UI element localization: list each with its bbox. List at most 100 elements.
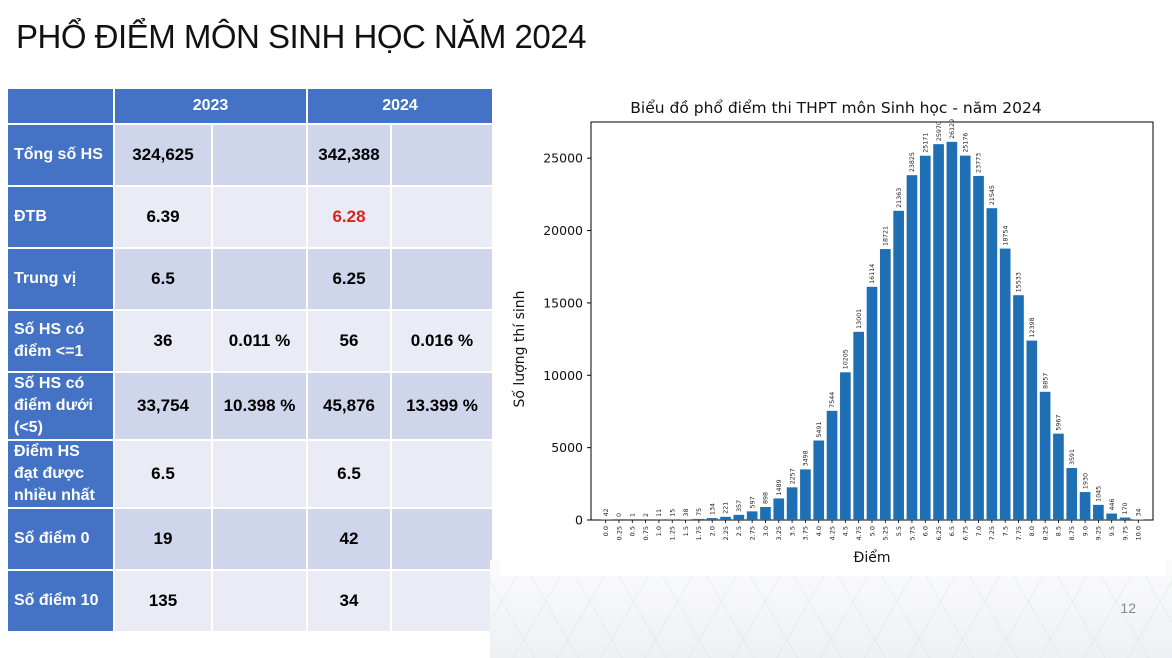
chart-svg: Biểu đồ phổ điểm thi THPT môn Sinh học -…	[511, 99, 1154, 566]
x-tick-label: 8.25	[1041, 526, 1049, 540]
x-tick-label: 3.5	[788, 526, 796, 536]
histogram-bar	[1066, 468, 1078, 520]
percent-2024	[390, 247, 494, 311]
bar-value-label: 15	[669, 509, 676, 517]
row-label: Số HS có điểm dưới (<5)	[6, 371, 115, 441]
x-tick-label: 3.0	[762, 526, 770, 536]
x-tick-label: 5.5	[895, 526, 903, 536]
bar-value-label: 3498	[803, 450, 810, 466]
value-2023: 135	[113, 569, 213, 633]
histogram-bar	[760, 507, 771, 520]
value-2023: 36	[113, 309, 213, 373]
histogram-bar	[906, 175, 918, 521]
table-header-2023: 2023	[113, 87, 308, 125]
x-tick-label: 2.0	[708, 526, 716, 536]
table-row: Trung vị 6.5 6.25	[6, 247, 494, 311]
x-tick-label: 6.75	[962, 526, 970, 540]
percent-2024: 13.399 %	[390, 371, 494, 441]
table-row: ĐTB 6.39 6.28	[6, 185, 494, 249]
percent-2023: 10.398 %	[211, 371, 308, 441]
bar-value-label: 13001	[856, 309, 863, 329]
x-tick-label: 3.75	[802, 526, 810, 540]
bar-value-label: 1045	[1096, 486, 1103, 502]
row-label: Điểm HS đạt được nhiều nhất	[6, 439, 115, 509]
bar-value-label: 5967	[1056, 415, 1063, 431]
histogram-bar	[1039, 391, 1051, 520]
bar-value-label: 38	[683, 508, 690, 516]
y-tick-label: 15000	[543, 295, 583, 310]
bar-value-label: 25171	[922, 133, 929, 153]
page-number: 12	[1120, 600, 1136, 616]
y-axis-label: Số lượng thí sinh	[511, 290, 528, 407]
x-axis-label: Điểm	[854, 549, 891, 566]
row-label: ĐTB	[6, 185, 115, 249]
histogram-bar	[1106, 513, 1118, 520]
bar-value-label: 8857	[1042, 373, 1049, 389]
x-tick-label: 4.75	[855, 526, 863, 540]
histogram-bar	[746, 511, 758, 520]
x-tick-label: 4.0	[815, 526, 823, 536]
value-2023: 324,625	[113, 123, 213, 187]
bar-value-label: 15533	[1016, 272, 1023, 292]
percent-2024	[390, 123, 494, 187]
histogram-bar	[1026, 340, 1038, 520]
value-2023: 6.39	[113, 185, 213, 249]
background-pattern	[490, 560, 1172, 658]
x-tick-label: 2.75	[748, 526, 756, 540]
x-tick-label: 0.25	[615, 526, 623, 540]
histogram-bar	[733, 514, 745, 520]
x-tick-label: 7.5	[1001, 526, 1009, 536]
x-tick-label: 0.5	[629, 526, 637, 536]
histogram-bar	[893, 210, 904, 520]
value-2024: 342,388	[306, 123, 392, 187]
value-2024: 45,876	[306, 371, 392, 441]
table-row: Số HS có điểm dưới (<5) 33,754 10.398 % …	[6, 371, 494, 441]
value-2024-highlight: 6.28	[306, 185, 392, 249]
y-tick-label: 5000	[551, 440, 583, 455]
percent-2023	[211, 123, 308, 187]
x-tick-label: 6.0	[922, 526, 930, 536]
value-2024: 56	[306, 309, 392, 373]
table-row: Số điểm 0 19 42	[6, 507, 494, 571]
table-row: Số HS có điểm <=1 36 0.011 % 56 0.016 %	[6, 309, 494, 373]
value-2024: 6.5	[306, 439, 392, 509]
x-tick-label: 4.5	[842, 526, 850, 536]
bar-value-label: 10205	[843, 349, 850, 369]
x-tick-label: 9.75	[1121, 526, 1129, 540]
histogram-bar	[720, 516, 731, 520]
bar-value-label: 34	[1136, 508, 1143, 516]
histogram-bar	[693, 518, 705, 520]
histogram-bar	[600, 519, 611, 520]
bar-value-label: 3591	[1069, 449, 1076, 465]
histogram-bar	[706, 518, 718, 520]
percent-2023	[211, 507, 308, 571]
slide-title: PHỔ ĐIỂM MÔN SINH HỌC NĂM 2024	[16, 18, 586, 55]
y-tick-label: 25000	[543, 151, 583, 166]
value-2024: 42	[306, 507, 392, 571]
histogram-bar	[879, 249, 891, 520]
percent-2023	[211, 185, 308, 249]
histogram-bar	[773, 498, 785, 520]
histogram-bar	[1053, 433, 1064, 520]
bar-value-label: 7544	[829, 392, 836, 408]
value-2023: 6.5	[113, 247, 213, 311]
table-row: Số điểm 10 135 34	[6, 569, 494, 633]
bar-value-label: 23825	[909, 152, 916, 172]
x-tick-label: 5.0	[868, 526, 876, 536]
x-tick-label: 3.25	[775, 526, 783, 540]
histogram-bar	[919, 155, 931, 521]
bar-value-label: 134	[709, 503, 716, 515]
bar-value-label: 2	[643, 513, 650, 517]
bar-value-label: 170	[1122, 503, 1129, 515]
x-tick-label: 1.5	[682, 526, 690, 536]
bar-value-label: 1930	[1082, 473, 1089, 489]
percent-2024	[390, 569, 494, 633]
x-tick-label: 6.25	[935, 526, 943, 540]
bar-value-label: 0	[616, 513, 623, 517]
x-tick-label: 1.75	[695, 526, 703, 540]
x-tick-label: 6.5	[948, 526, 956, 536]
row-label: Trung vị	[6, 247, 115, 311]
y-tick-label: 0	[575, 513, 583, 528]
value-2024: 6.25	[306, 247, 392, 311]
value-2023: 6.5	[113, 439, 213, 509]
